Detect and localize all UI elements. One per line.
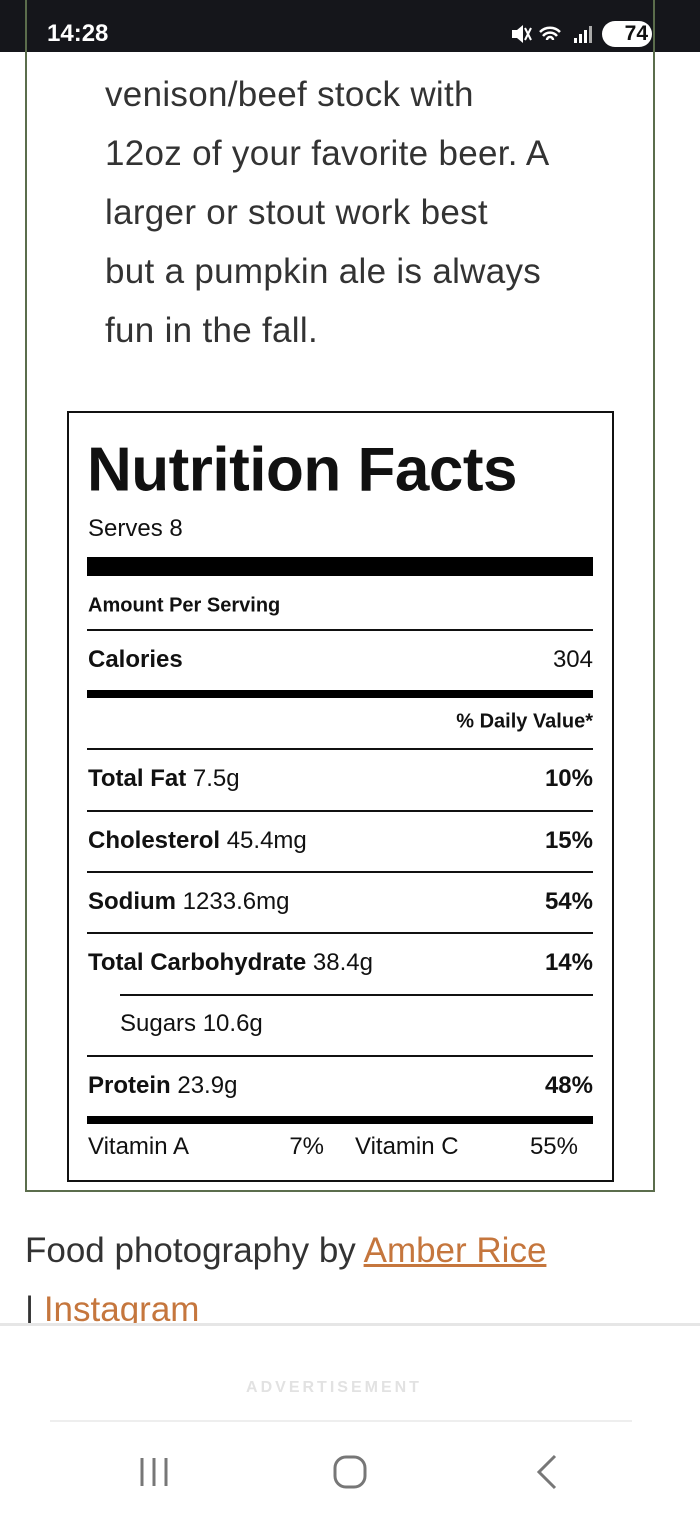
- link[interactable]: Amber Rice: [363, 1231, 547, 1270]
- credit: | Instagram: [25, 1290, 199, 1330]
- credit-text: Food photography by: [25, 1231, 356, 1270]
- divider: [87, 871, 593, 873]
- divider: [87, 748, 593, 750]
- nutrient-row: Sodium 1233.6mg: [88, 888, 289, 916]
- divider: [87, 629, 593, 631]
- separator: |: [25, 1290, 35, 1329]
- nutrient-dv: 48%: [544, 1072, 593, 1099]
- back-button[interactable]: [536, 1454, 557, 1490]
- nutrient-row: Cholesterol 45.4mg: [88, 827, 307, 855]
- divider: [87, 810, 593, 812]
- daily-value-header: % Daily Value*: [456, 710, 593, 733]
- nutrient-name: Total Fat: [88, 765, 187, 792]
- home-button[interactable]: [333, 1455, 367, 1489]
- divider: [87, 690, 593, 698]
- nutrient-amount: 38.4g: [312, 949, 373, 976]
- credit: Food photography by Amber Rice: [25, 1231, 546, 1271]
- nutrition-title: Nutrition Facts: [87, 435, 517, 505]
- nutrient-name: Protein: [88, 1072, 171, 1099]
- vitamin-name: Vitamin C: [355, 1133, 459, 1160]
- recipe-line: larger or stout work best: [105, 193, 488, 232]
- divider: [120, 994, 593, 996]
- status-bar: 14:28 74: [0, 0, 700, 52]
- nutrient-amount: 23.9g: [177, 1072, 238, 1099]
- nutrient-dv: 10%: [544, 765, 593, 792]
- recipe-line: 12oz of your favorite beer. A: [105, 134, 550, 173]
- nutrient-dv: 15%: [544, 827, 593, 854]
- divider: [87, 1116, 593, 1124]
- vitamin-dv: 55%: [529, 1133, 578, 1160]
- amount-per-serving: Amount Per Serving: [88, 594, 281, 617]
- nutrition-label: [67, 411, 614, 1182]
- serves: Serves 8: [88, 515, 183, 542]
- sugars: Sugars 10.6g: [120, 1010, 263, 1037]
- recipe-line: fun in the fall.: [105, 311, 318, 350]
- nutrient-dv: 54%: [544, 888, 593, 915]
- nutrient-row: Total Fat 7.5g: [88, 765, 240, 793]
- clock: 14:28: [47, 20, 109, 47]
- nutrient-amount: 1233.6mg: [182, 888, 290, 915]
- divider: [87, 1055, 593, 1057]
- protein: Protein 23.9g: [88, 1072, 237, 1100]
- nutrient-amount: 45.4mg: [226, 827, 307, 854]
- recents-button[interactable]: [140, 1458, 168, 1486]
- nutrient-row: Total Carbohydrate 38.4g: [88, 949, 373, 977]
- nutrient-name: Total Carbohydrate: [88, 949, 307, 976]
- nutrient-name: Cholesterol: [88, 827, 221, 854]
- recipe-line: but a pumpkin ale is always: [105, 252, 542, 291]
- ad-label: ADVERTISEMENT: [246, 1379, 422, 1396]
- divider: [50, 1420, 632, 1422]
- battery: 74: [602, 21, 652, 47]
- calories-value: 304: [552, 646, 593, 673]
- calories-label: Calories: [88, 646, 183, 673]
- divider: [87, 557, 593, 576]
- vitamin-dv: 7%: [289, 1133, 324, 1160]
- nutrient-dv: 14%: [544, 949, 593, 976]
- link[interactable]: Instagram: [43, 1290, 200, 1329]
- recipe-line: venison/beef stock with: [105, 75, 474, 114]
- status-icons: [512, 25, 592, 43]
- nav-bar: [140, 1454, 557, 1490]
- nutrient-amount: 7.5g: [192, 765, 240, 792]
- nutrient-name: Sodium: [88, 888, 176, 915]
- vitamin-name: Vitamin A: [88, 1133, 189, 1160]
- divider: [87, 932, 593, 934]
- recipe-card: [25, 0, 655, 1192]
